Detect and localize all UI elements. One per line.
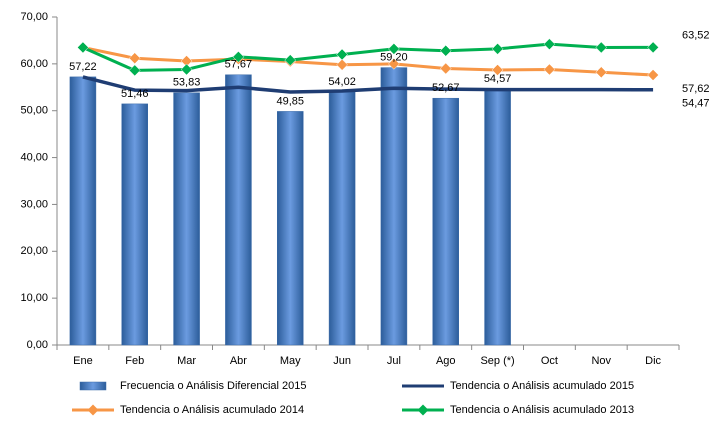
data-label: 57,22 xyxy=(69,61,97,73)
line xyxy=(82,42,654,72)
bar xyxy=(69,76,97,346)
marker xyxy=(336,58,348,71)
marker xyxy=(543,63,556,76)
x-tick-label: Jun xyxy=(333,355,351,367)
marker xyxy=(232,50,245,63)
marker xyxy=(543,38,556,51)
marker xyxy=(128,52,141,65)
x-tick-label: May xyxy=(280,355,301,367)
y-tick-label: 30,00 xyxy=(20,198,48,210)
marker xyxy=(77,41,89,54)
y-tick-label: 50,00 xyxy=(20,105,48,117)
marker xyxy=(595,41,608,54)
legend-label: Frecuencia o Análisis Diferencial 2015 xyxy=(120,380,307,392)
data-label: 49,85 xyxy=(276,95,304,107)
x-tick-label: Oct xyxy=(541,355,558,367)
data-label: 54,02 xyxy=(328,76,356,88)
y-tick-label: 70,00 xyxy=(20,11,48,23)
bar xyxy=(121,103,148,346)
data-label: 57,62 xyxy=(682,83,710,95)
y-tick-label: 40,00 xyxy=(20,151,48,163)
x-tick-label: Feb xyxy=(125,355,144,367)
x-tick-label: Nov xyxy=(591,355,611,367)
bar xyxy=(173,92,200,346)
marker xyxy=(647,41,659,54)
bar xyxy=(225,74,252,346)
legend-marker xyxy=(87,404,99,416)
marker xyxy=(180,63,193,76)
legend-label: Tendencia o Análisis acumulado 2014 xyxy=(120,404,304,416)
x-tick-label: Sep (*) xyxy=(480,355,514,367)
marker xyxy=(439,62,452,75)
x-tick-label: Dic xyxy=(645,355,661,367)
line xyxy=(82,45,654,77)
data-label: 59,20 xyxy=(380,52,408,64)
x-tick-label: Ene xyxy=(73,355,93,367)
y-tick-label: 10,00 xyxy=(20,292,48,304)
marker xyxy=(128,64,141,77)
legend-label: Tendencia o Análisis acumulado 2013 xyxy=(450,404,634,416)
marker xyxy=(388,58,400,70)
line xyxy=(82,75,654,94)
legend-label: Tendencia o Análisis acumulado 2015 xyxy=(450,380,634,392)
x-tick-label: Mar xyxy=(177,355,196,367)
bar xyxy=(484,89,511,346)
marker xyxy=(491,64,504,76)
marker xyxy=(388,43,400,55)
bar xyxy=(380,67,408,346)
legend-marker xyxy=(417,404,429,416)
marker xyxy=(284,54,297,66)
y-tick-label: 60,00 xyxy=(20,58,48,70)
x-tick-label: Jul xyxy=(387,355,401,367)
data-label: 63,52 xyxy=(682,29,710,41)
data-label: 54,57 xyxy=(484,73,512,85)
data-label: 54,47 xyxy=(682,98,710,110)
data-label: 53,83 xyxy=(173,77,201,89)
data-label: 52,67 xyxy=(432,82,460,94)
marker xyxy=(439,44,452,57)
bar xyxy=(432,97,459,346)
y-tick-label: 0,00 xyxy=(27,339,48,351)
marker xyxy=(647,69,659,81)
x-tick-label: Ago xyxy=(436,355,456,367)
marker xyxy=(595,66,608,79)
data-label: 57,67 xyxy=(225,59,253,71)
x-tick-label: Abr xyxy=(230,355,247,367)
y-tick-label: 20,00 xyxy=(20,245,48,257)
bar xyxy=(328,91,356,346)
bar xyxy=(277,111,304,346)
legend-swatch xyxy=(79,381,107,391)
marker xyxy=(491,43,504,55)
marker xyxy=(336,48,348,61)
data-label: 51,46 xyxy=(121,88,149,100)
